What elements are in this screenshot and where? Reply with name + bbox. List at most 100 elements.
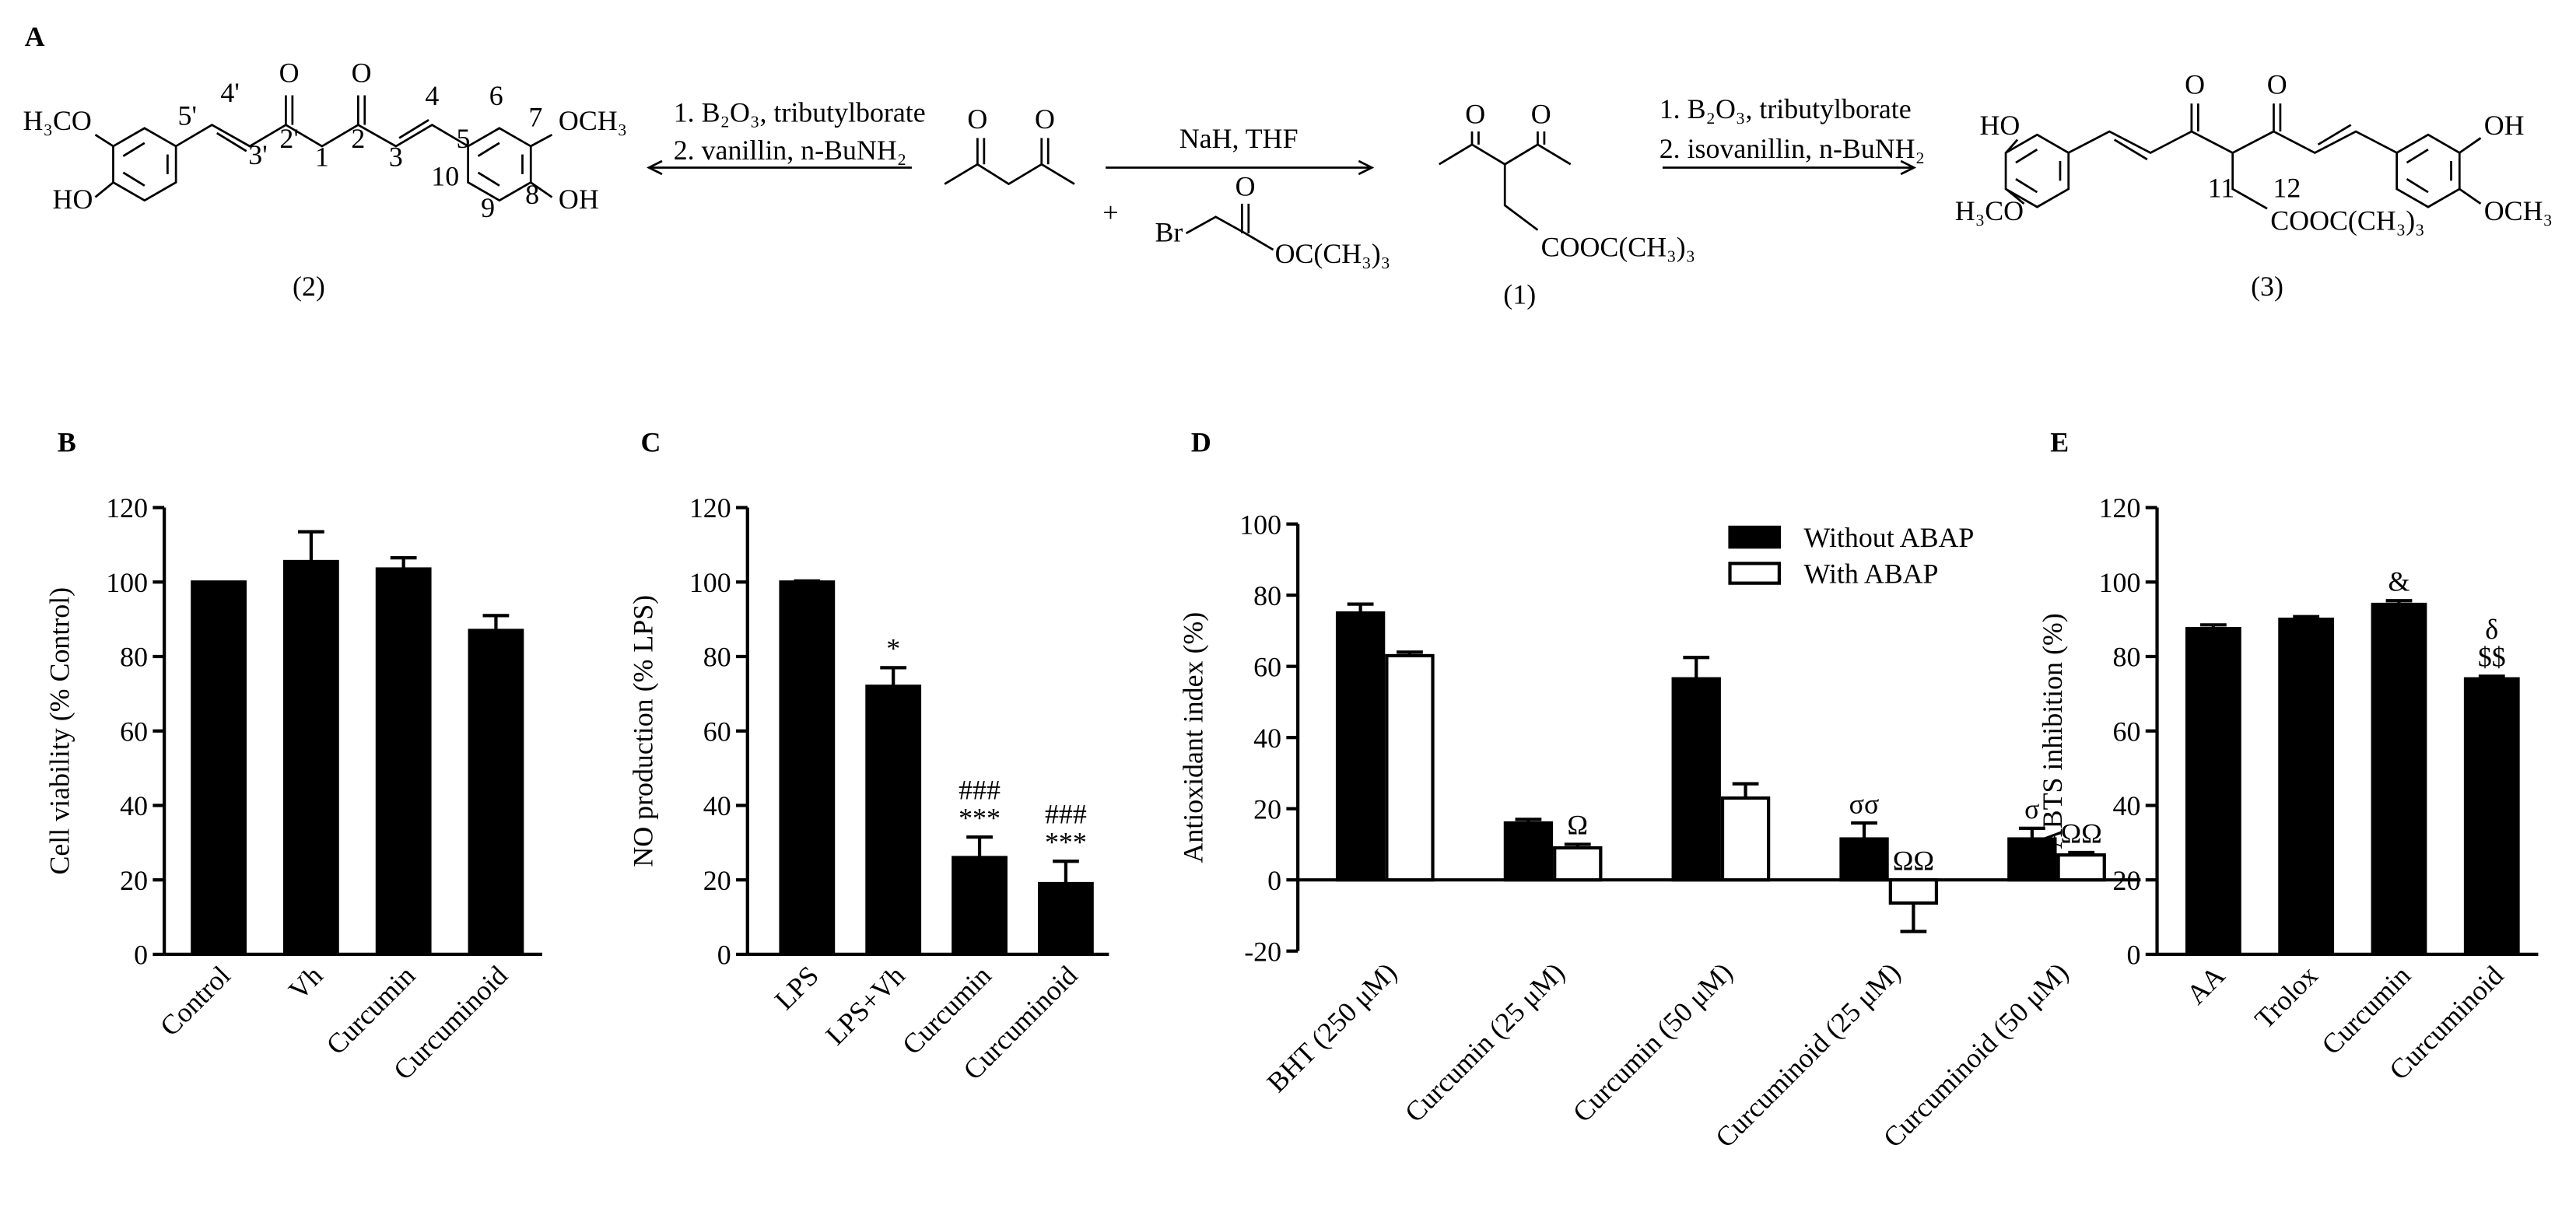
y-tick-label: 0 bbox=[2126, 940, 2140, 971]
benzene-ring bbox=[467, 127, 532, 202]
scheme-text: H₃CO bbox=[23, 105, 92, 136]
significance-marker: ΩΩ bbox=[2061, 818, 2102, 849]
ring-bond bbox=[477, 171, 500, 187]
x-tick-label: Curcumin (25 μM) bbox=[1399, 957, 1571, 1129]
significance-marker: *** bbox=[1045, 827, 1087, 858]
bar bbox=[2463, 677, 2520, 957]
bar bbox=[2185, 626, 2241, 957]
y-tick-label: 0 bbox=[134, 940, 148, 971]
scheme-text: OH bbox=[559, 184, 599, 215]
y-tick-label: 60 bbox=[2113, 716, 2141, 747]
bar bbox=[468, 629, 524, 957]
scheme-text: O bbox=[1035, 103, 1055, 135]
y-axis-label: Cell viability (% Control) bbox=[44, 587, 75, 875]
ring-bond bbox=[122, 142, 145, 157]
legend-swatch bbox=[1728, 562, 1781, 585]
scheme-text: HO bbox=[1979, 110, 2020, 141]
benzene-ring bbox=[112, 127, 177, 202]
scheme-text: + bbox=[1102, 197, 1118, 228]
y-tick-label: 60 bbox=[703, 716, 731, 747]
scheme-text: 8 bbox=[525, 179, 539, 210]
significance-marker: σσ bbox=[1849, 788, 1880, 819]
significance-marker: *** bbox=[959, 802, 1001, 833]
scheme-text: OCH₃ bbox=[2484, 195, 2553, 226]
scheme-structures bbox=[94, 95, 2482, 251]
y-tick-label: 100 bbox=[689, 567, 731, 598]
benzene-ring bbox=[2396, 133, 2461, 208]
ring-bond bbox=[2406, 149, 2429, 164]
scheme-text: 3' bbox=[248, 139, 267, 170]
bar bbox=[375, 567, 432, 957]
scheme-text: 2. isovanillin, n-BuNH₂ bbox=[1660, 133, 1925, 164]
x-tick-label: Curcuminoid (50 μM) bbox=[1877, 957, 2074, 1154]
panel-label: A bbox=[25, 21, 45, 52]
panel-label: E bbox=[2050, 427, 2069, 458]
y-tick-label: 0 bbox=[717, 940, 731, 971]
scheme-text: O bbox=[352, 58, 372, 89]
y-axis-label: Antioxidant index (%) bbox=[1178, 612, 1209, 863]
scheme-text: O bbox=[2267, 68, 2287, 100]
y-tick-label: 80 bbox=[2113, 642, 2141, 673]
scheme-text: O bbox=[2185, 68, 2205, 100]
scheme-text: 1. B₂O₃, tributylborate bbox=[1660, 93, 1912, 124]
significance-marker: ΩΩ bbox=[1893, 846, 1934, 877]
y-tick-label: 20 bbox=[703, 865, 731, 896]
scheme-text: OC(CH₃)₃ bbox=[1275, 238, 1391, 269]
ring-bond bbox=[2406, 178, 2429, 194]
bar bbox=[191, 580, 247, 957]
y-tick-label: 20 bbox=[2113, 865, 2141, 896]
legend-label: With ABAP bbox=[1804, 558, 1939, 590]
legend-label: Without ABAP bbox=[1804, 522, 1975, 553]
bar bbox=[865, 685, 922, 957]
scheme-text: OH bbox=[2484, 110, 2525, 141]
significance-marker: * bbox=[886, 633, 900, 664]
legend-swatch bbox=[1728, 525, 1781, 549]
bar bbox=[1503, 821, 1554, 882]
bar bbox=[2278, 618, 2335, 957]
scheme-text: HO bbox=[53, 184, 93, 215]
bar bbox=[1038, 881, 1094, 957]
ring-bond bbox=[477, 142, 500, 157]
panel-label: D bbox=[1191, 427, 1211, 458]
scheme-text: 5' bbox=[178, 100, 197, 131]
scheme-text: 4' bbox=[220, 77, 239, 108]
scheme-text: 11 bbox=[2208, 172, 2235, 203]
significance-marker: δ bbox=[2485, 614, 2498, 645]
bar bbox=[779, 580, 836, 957]
scheme-text: H₃CO bbox=[1955, 195, 2024, 226]
scheme-text: O bbox=[279, 58, 300, 89]
x-tick-label: Curcuminoid (25 μM) bbox=[1709, 957, 1906, 1154]
y-tick-label: 40 bbox=[2113, 790, 2141, 821]
ring-bond bbox=[122, 171, 145, 187]
scheme-text: 10 bbox=[431, 161, 459, 192]
y-tick-label: -20 bbox=[1244, 936, 1281, 967]
y-tick-label: 120 bbox=[106, 492, 148, 523]
bar bbox=[2371, 602, 2427, 957]
y-tick-label: 40 bbox=[1253, 723, 1281, 754]
y-tick-label: 20 bbox=[120, 865, 148, 896]
significance-marker: ### bbox=[1045, 799, 1087, 830]
y-tick-label: 20 bbox=[1253, 793, 1281, 825]
scheme-text: 6 bbox=[489, 80, 503, 111]
scheme-text: 12 bbox=[2273, 172, 2301, 203]
scheme-text: (1) bbox=[1503, 279, 1536, 310]
scheme-text: 4 bbox=[425, 80, 439, 111]
panel-label: B bbox=[58, 427, 76, 458]
x-tick-label: BHT (250 μM) bbox=[1260, 957, 1402, 1098]
y-tick-label: 100 bbox=[106, 567, 148, 598]
y-tick-label: 40 bbox=[703, 790, 731, 821]
significance-marker: ### bbox=[959, 775, 1001, 806]
y-tick-label: 100 bbox=[1239, 509, 1281, 540]
significance-marker: & bbox=[2388, 566, 2410, 597]
scheme-text: 3 bbox=[389, 141, 403, 172]
y-tick-label: 40 bbox=[120, 790, 148, 821]
y-tick-label: 60 bbox=[1253, 651, 1281, 682]
bar bbox=[2056, 853, 2106, 882]
x-tick-label: LPS bbox=[769, 960, 825, 1016]
bar bbox=[1839, 837, 1889, 882]
scheme-text: O bbox=[1235, 170, 1256, 201]
bar bbox=[1385, 653, 1435, 882]
bar bbox=[1720, 796, 1771, 882]
scheme-text: Br bbox=[1155, 216, 1183, 247]
